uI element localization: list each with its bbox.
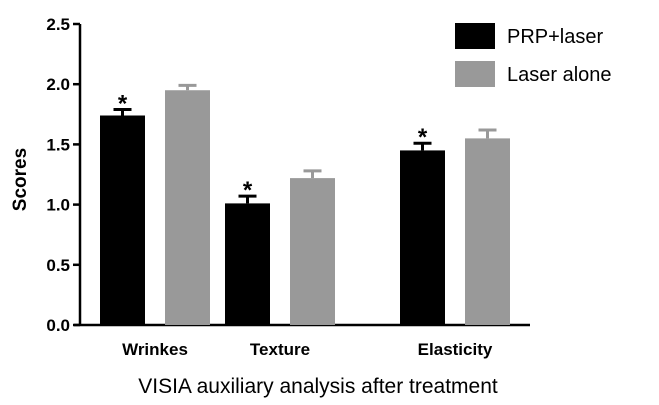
y-tick-label: 2.5 — [46, 15, 70, 34]
y-tick-label: 1.5 — [46, 135, 70, 154]
bar — [400, 150, 445, 325]
significance-marker: * — [418, 124, 428, 151]
x-tick-label: Elasticity — [418, 340, 493, 359]
x-tick-label: Texture — [250, 340, 310, 359]
bar — [290, 178, 335, 325]
x-axis-label: VISIA auxiliary analysis after treatment — [138, 375, 498, 398]
bar — [465, 138, 510, 325]
y-tick-label: 0.0 — [46, 316, 70, 335]
significance-marker: * — [243, 177, 253, 204]
bar — [165, 90, 210, 325]
y-tick-label: 2.0 — [46, 75, 70, 94]
legend-label: PRP+laser — [507, 26, 603, 48]
y-tick-label: 1.0 — [46, 196, 70, 215]
bars — [100, 85, 510, 325]
legend-label: Laser alone — [507, 64, 612, 86]
y-tick-label: 0.5 — [46, 256, 70, 275]
x-tick-label: Wrinkes — [122, 340, 188, 359]
bar — [100, 116, 145, 325]
bar — [225, 203, 270, 325]
legend: PRP+laser Laser alone — [455, 23, 612, 87]
significance-marker: * — [118, 90, 128, 117]
legend-swatch — [455, 23, 495, 49]
y-axis-label: Scores — [10, 148, 31, 211]
legend-swatch — [455, 61, 495, 87]
